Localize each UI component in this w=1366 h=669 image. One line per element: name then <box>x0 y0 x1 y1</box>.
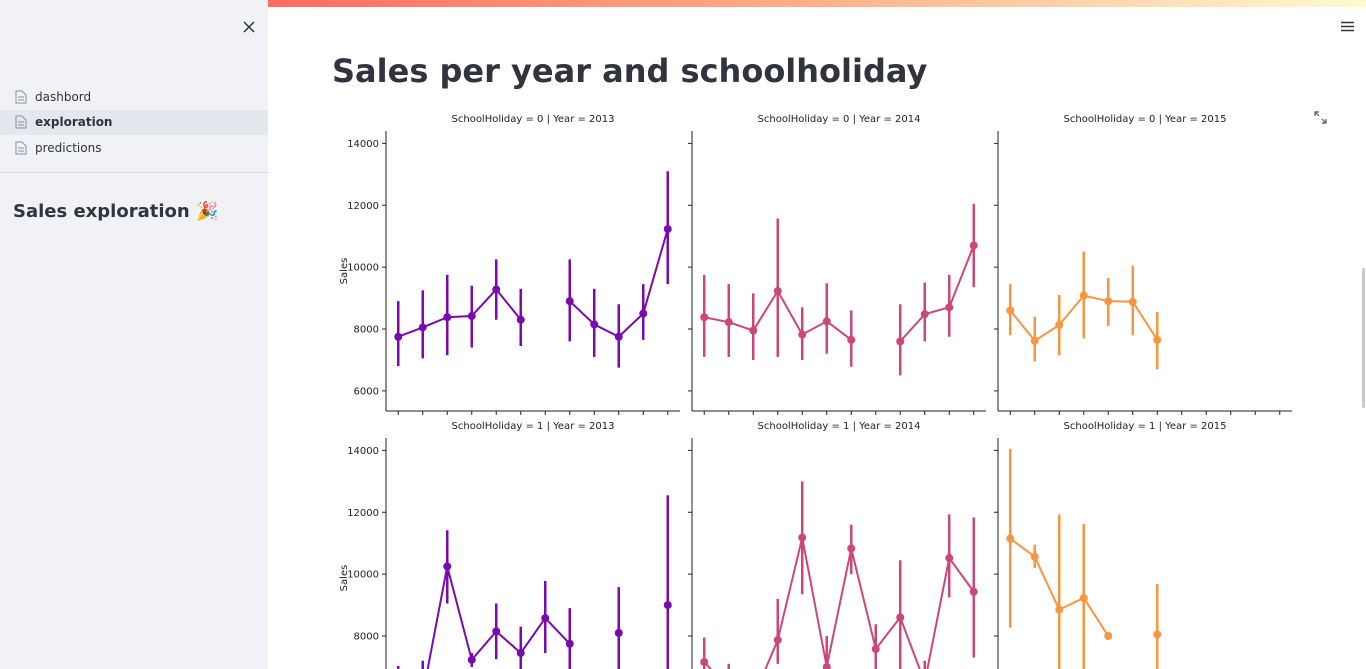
fullscreen-button[interactable] <box>1314 111 1327 124</box>
divider <box>0 172 268 173</box>
point <box>663 225 672 234</box>
y-tick-label: 6000 <box>354 386 379 397</box>
point <box>896 613 905 622</box>
point <box>639 309 648 318</box>
y-tick-label: 14000 <box>347 139 379 150</box>
series-line <box>899 245 975 343</box>
panel-title: SchoolHoliday = 0 | Year = 2013 <box>452 114 615 125</box>
point <box>590 320 599 329</box>
point <box>871 645 880 654</box>
point <box>749 326 758 335</box>
series-line <box>426 566 571 669</box>
point <box>773 286 782 295</box>
point <box>1055 605 1064 614</box>
point <box>467 655 476 664</box>
point <box>1153 630 1162 639</box>
menu-button[interactable] <box>1341 21 1354 32</box>
panel-title: SchoolHoliday = 1 | Year = 2013 <box>452 421 615 432</box>
point <box>724 318 733 327</box>
y-tick-label: 8000 <box>354 632 379 643</box>
page-icon <box>15 115 27 129</box>
point <box>1030 552 1039 561</box>
y-tick-label: 14000 <box>347 446 379 457</box>
point <box>798 330 807 339</box>
point <box>516 649 525 658</box>
point <box>614 332 623 341</box>
scrollbar[interactable] <box>1362 268 1365 408</box>
facet-grid: SchoolHoliday = 0 | Year = 2013 6000 8000 1… <box>339 114 1292 669</box>
point <box>443 562 452 571</box>
nav-item[interactable]: exploration <box>0 110 268 135</box>
point <box>394 332 403 341</box>
point <box>418 323 427 332</box>
point <box>945 303 954 312</box>
y-tick-label: 8000 <box>354 325 379 336</box>
point <box>492 627 501 636</box>
page-icon <box>15 90 27 104</box>
point <box>1128 297 1137 306</box>
point <box>896 337 905 346</box>
point <box>969 241 978 250</box>
point <box>614 628 623 637</box>
y-tick-label: 12000 <box>347 508 379 519</box>
nav-label: exploration <box>35 115 113 129</box>
point <box>1079 291 1088 300</box>
nav-item[interactable]: dashbord <box>0 85 268 110</box>
panel-title: SchoolHoliday = 0 | Year = 2015 <box>1064 114 1227 125</box>
point <box>1006 306 1015 315</box>
point <box>565 639 574 648</box>
series-line <box>397 287 522 338</box>
point <box>565 297 574 306</box>
point <box>1030 336 1039 345</box>
y-tick-label: 10000 <box>347 570 379 581</box>
point <box>663 601 672 610</box>
point <box>969 587 978 596</box>
point <box>700 658 709 666</box>
panel-title: SchoolHoliday = 1 | Year = 2015 <box>1064 421 1227 432</box>
point <box>1153 335 1162 344</box>
series-line <box>703 537 975 669</box>
close-button[interactable] <box>243 21 255 33</box>
point <box>700 313 709 322</box>
point <box>1055 320 1064 329</box>
y-tick-label: 12000 <box>347 201 379 212</box>
point <box>822 317 831 326</box>
point <box>798 533 807 542</box>
point <box>773 636 782 645</box>
point <box>822 662 831 669</box>
point <box>492 285 501 294</box>
point <box>516 315 525 324</box>
page-icon <box>15 141 27 155</box>
panel-title: SchoolHoliday = 0 | Year = 2014 <box>758 114 921 125</box>
point <box>1079 593 1088 602</box>
nav-label: dashbord <box>35 90 92 104</box>
point <box>443 313 452 322</box>
point <box>541 614 550 623</box>
sidebar-heading: Sales exploration 🎉 <box>13 201 219 222</box>
header-stripe <box>0 0 1366 7</box>
panel-title: SchoolHoliday = 1 | Year = 2014 <box>758 421 921 432</box>
y-axis-label: Sales <box>339 565 350 592</box>
point <box>847 544 856 553</box>
point <box>847 335 856 344</box>
point <box>1006 534 1015 543</box>
point <box>1104 632 1113 641</box>
point <box>920 310 929 319</box>
y-tick-label: 10000 <box>347 263 379 274</box>
point <box>1104 297 1113 306</box>
nav-label: predictions <box>35 141 102 155</box>
point <box>467 312 476 321</box>
y-axis-label: Sales <box>339 258 350 285</box>
page-title: Sales per year and schoolholiday <box>332 52 928 90</box>
nav-item[interactable]: predictions <box>0 136 268 161</box>
sidebar: dashbord exploration predictions Sales e… <box>0 0 268 669</box>
point <box>945 554 954 563</box>
